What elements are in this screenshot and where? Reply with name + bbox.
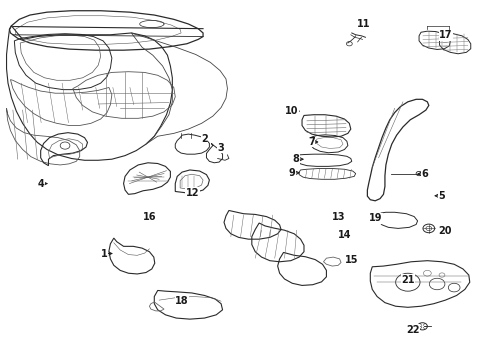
Text: 15: 15 — [344, 255, 357, 265]
Text: 7: 7 — [307, 137, 314, 147]
Text: 11: 11 — [357, 19, 370, 30]
Text: 4: 4 — [37, 179, 44, 189]
Text: 1: 1 — [101, 248, 107, 258]
Text: 17: 17 — [438, 30, 452, 40]
Text: 6: 6 — [421, 169, 427, 179]
Text: 5: 5 — [438, 191, 445, 201]
Text: 12: 12 — [185, 188, 199, 198]
Text: 22: 22 — [405, 325, 419, 335]
Text: 13: 13 — [331, 212, 345, 221]
Text: 16: 16 — [142, 212, 156, 221]
Text: 2: 2 — [201, 134, 207, 144]
Text: 21: 21 — [400, 275, 414, 285]
Text: 3: 3 — [217, 143, 224, 153]
Text: 10: 10 — [284, 106, 298, 116]
Text: 20: 20 — [438, 226, 451, 236]
Text: 18: 18 — [175, 296, 188, 306]
Text: 19: 19 — [368, 213, 382, 223]
Text: 9: 9 — [288, 168, 295, 178]
Text: 8: 8 — [292, 154, 299, 164]
Text: 14: 14 — [338, 230, 351, 240]
